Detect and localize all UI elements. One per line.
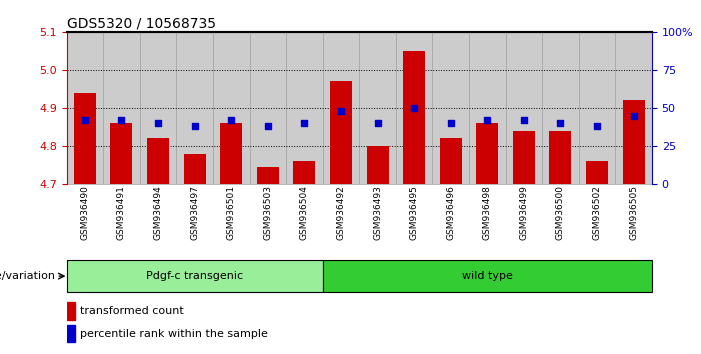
Bar	[367, 146, 388, 184]
Bar	[396, 32, 433, 184]
Bar	[213, 32, 250, 184]
Bar	[469, 32, 505, 184]
Point	[335, 108, 346, 114]
Bar	[586, 161, 608, 184]
Bar	[67, 325, 76, 342]
Bar	[360, 32, 396, 184]
Bar	[322, 32, 359, 184]
Text: wild type: wild type	[462, 271, 512, 281]
Bar	[177, 32, 213, 184]
Bar	[111, 123, 132, 184]
Bar	[67, 32, 103, 184]
Bar	[184, 154, 205, 184]
Text: percentile rank within the sample: percentile rank within the sample	[80, 329, 268, 338]
Bar	[322, 260, 652, 292]
Point	[116, 117, 127, 123]
Bar	[622, 101, 645, 184]
Bar	[220, 123, 243, 184]
Bar	[139, 32, 177, 184]
Point	[592, 124, 603, 129]
Bar	[550, 131, 571, 184]
Bar	[433, 32, 469, 184]
Text: GDS5320 / 10568735: GDS5320 / 10568735	[67, 17, 216, 31]
Bar	[67, 260, 322, 292]
Point	[299, 120, 310, 126]
Point	[482, 117, 493, 123]
Point	[372, 120, 383, 126]
Point	[152, 120, 163, 126]
Bar	[505, 32, 542, 184]
Bar	[67, 302, 76, 320]
Point	[518, 117, 529, 123]
Bar	[294, 161, 315, 184]
Point	[409, 105, 420, 111]
Point	[628, 113, 639, 119]
Text: Pdgf-c transgenic: Pdgf-c transgenic	[146, 271, 243, 281]
Bar	[147, 138, 169, 184]
Point	[79, 117, 90, 123]
Bar	[542, 32, 579, 184]
Text: genotype/variation: genotype/variation	[0, 271, 55, 281]
Bar	[579, 32, 615, 184]
Bar	[257, 167, 279, 184]
Point	[226, 117, 237, 123]
Bar	[513, 131, 535, 184]
Bar	[103, 32, 139, 184]
Point	[445, 120, 456, 126]
Point	[555, 120, 566, 126]
Point	[262, 124, 273, 129]
Point	[189, 124, 200, 129]
Bar	[74, 93, 96, 184]
Bar	[615, 32, 652, 184]
Bar	[477, 123, 498, 184]
Bar	[403, 51, 425, 184]
Bar	[440, 138, 462, 184]
Bar	[330, 81, 352, 184]
Bar	[286, 32, 322, 184]
Bar	[250, 32, 286, 184]
Text: transformed count: transformed count	[80, 306, 184, 316]
